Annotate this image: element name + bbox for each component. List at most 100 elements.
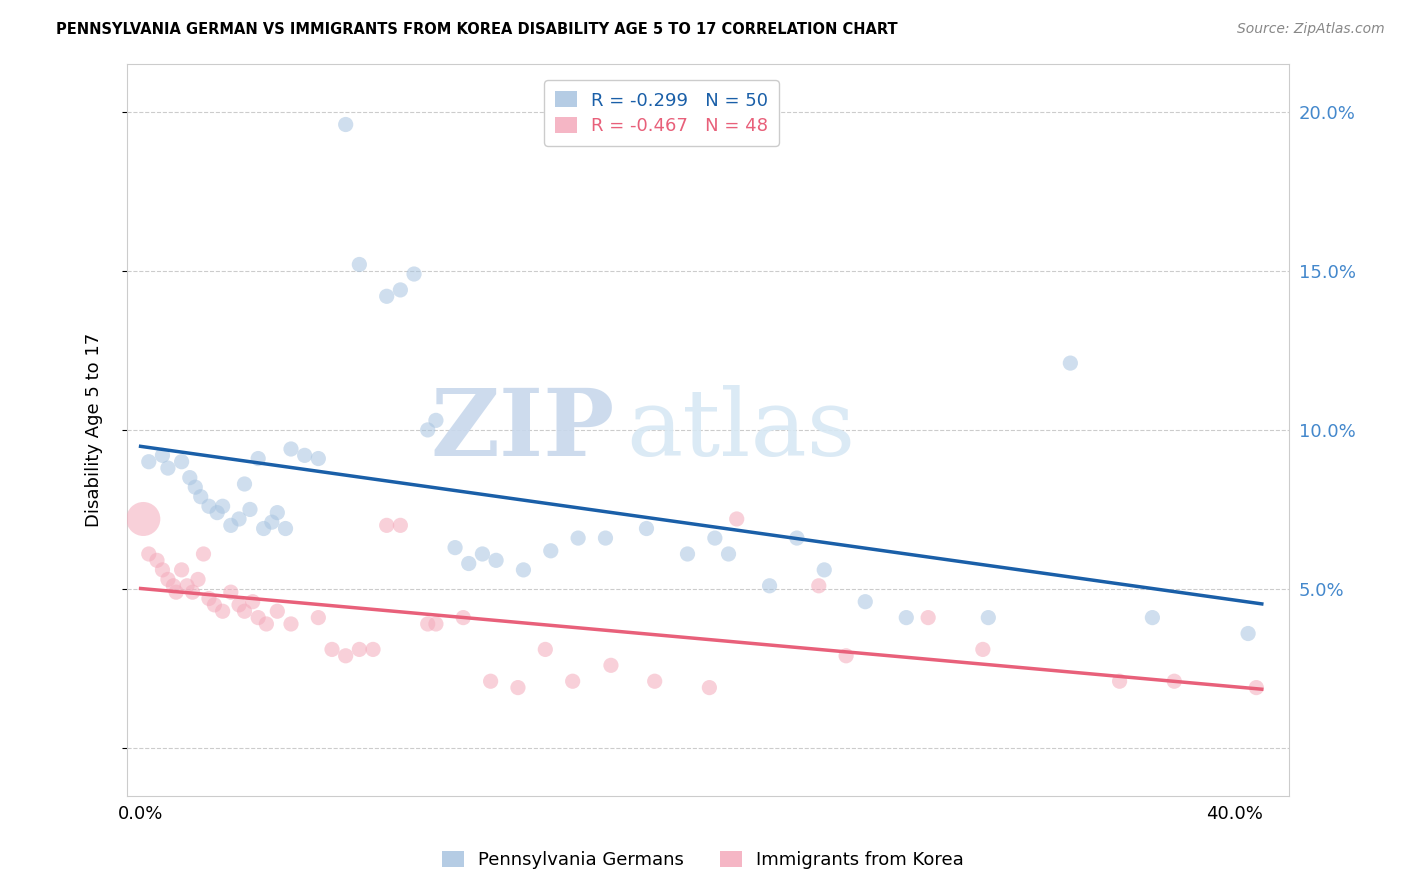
Point <box>451 610 474 624</box>
Point <box>813 563 835 577</box>
Point <box>375 518 398 533</box>
Point <box>266 506 288 520</box>
Point <box>917 610 939 624</box>
Text: Source: ZipAtlas.com: Source: ZipAtlas.com <box>1237 22 1385 37</box>
Point <box>170 455 193 469</box>
Point <box>807 579 830 593</box>
Point <box>138 455 160 469</box>
Point <box>717 547 740 561</box>
Point <box>416 617 439 632</box>
Point <box>425 413 447 427</box>
Legend: R = -0.299   N = 50, R = -0.467   N = 48: R = -0.299 N = 50, R = -0.467 N = 48 <box>544 80 779 145</box>
Point <box>444 541 467 555</box>
Point <box>204 598 226 612</box>
Point <box>758 579 780 593</box>
Point <box>972 642 994 657</box>
Point <box>184 480 207 494</box>
Point <box>228 512 250 526</box>
Point <box>233 604 256 618</box>
Point <box>307 451 329 466</box>
Point <box>198 500 221 514</box>
Point <box>187 573 209 587</box>
Point <box>294 448 316 462</box>
Point <box>152 448 174 462</box>
Point <box>703 531 725 545</box>
Point <box>595 531 617 545</box>
Legend: Pennsylvania Germans, Immigrants from Korea: Pennsylvania Germans, Immigrants from Ko… <box>433 842 973 879</box>
Point <box>156 573 179 587</box>
Point <box>162 579 184 593</box>
Point <box>156 461 179 475</box>
Y-axis label: Disability Age 5 to 17: Disability Age 5 to 17 <box>86 333 103 527</box>
Point <box>835 648 858 663</box>
Point <box>389 518 412 533</box>
Point <box>190 490 212 504</box>
Point <box>193 547 215 561</box>
Point <box>181 585 204 599</box>
Point <box>280 617 302 632</box>
Point <box>375 289 398 303</box>
Point <box>266 604 288 618</box>
Point <box>233 477 256 491</box>
Point <box>977 610 1000 624</box>
Point <box>274 522 297 536</box>
Point <box>389 283 412 297</box>
Point <box>485 553 508 567</box>
Point <box>170 563 193 577</box>
Point <box>219 518 242 533</box>
Text: atlas: atlas <box>627 385 856 475</box>
Point <box>254 617 277 632</box>
Point <box>1108 674 1130 689</box>
Point <box>146 553 169 567</box>
Point <box>179 470 201 484</box>
Point <box>561 674 583 689</box>
Point <box>152 563 174 577</box>
Point <box>138 547 160 561</box>
Point <box>896 610 918 624</box>
Point <box>402 267 425 281</box>
Point <box>1246 681 1268 695</box>
Point <box>1163 674 1185 689</box>
Point <box>699 681 721 695</box>
Point <box>335 648 357 663</box>
Point <box>1059 356 1081 370</box>
Text: PENNSYLVANIA GERMAN VS IMMIGRANTS FROM KOREA DISABILITY AGE 5 TO 17 CORRELATION : PENNSYLVANIA GERMAN VS IMMIGRANTS FROM K… <box>56 22 898 37</box>
Point <box>205 506 228 520</box>
Point <box>253 522 276 536</box>
Point <box>1237 626 1260 640</box>
Point <box>786 531 808 545</box>
Point <box>247 451 270 466</box>
Point <box>1142 610 1164 624</box>
Point <box>260 515 283 529</box>
Point <box>636 522 658 536</box>
Point <box>349 258 371 272</box>
Point <box>534 642 557 657</box>
Point <box>361 642 384 657</box>
Point <box>228 598 250 612</box>
Point <box>479 674 502 689</box>
Point <box>457 557 479 571</box>
Point <box>242 595 264 609</box>
Point <box>176 579 198 593</box>
Point <box>247 610 270 624</box>
Point <box>471 547 494 561</box>
Point <box>132 512 155 526</box>
Point <box>600 658 623 673</box>
Point <box>644 674 666 689</box>
Point <box>506 681 529 695</box>
Point <box>853 595 876 609</box>
Point <box>239 502 262 516</box>
Point <box>725 512 748 526</box>
Point <box>198 591 221 606</box>
Point <box>425 617 447 632</box>
Point <box>211 500 233 514</box>
Point <box>321 642 343 657</box>
Point <box>211 604 233 618</box>
Point <box>416 423 439 437</box>
Point <box>512 563 534 577</box>
Point <box>165 585 187 599</box>
Text: ZIP: ZIP <box>430 385 614 475</box>
Point <box>540 543 562 558</box>
Point <box>219 585 242 599</box>
Point <box>280 442 302 456</box>
